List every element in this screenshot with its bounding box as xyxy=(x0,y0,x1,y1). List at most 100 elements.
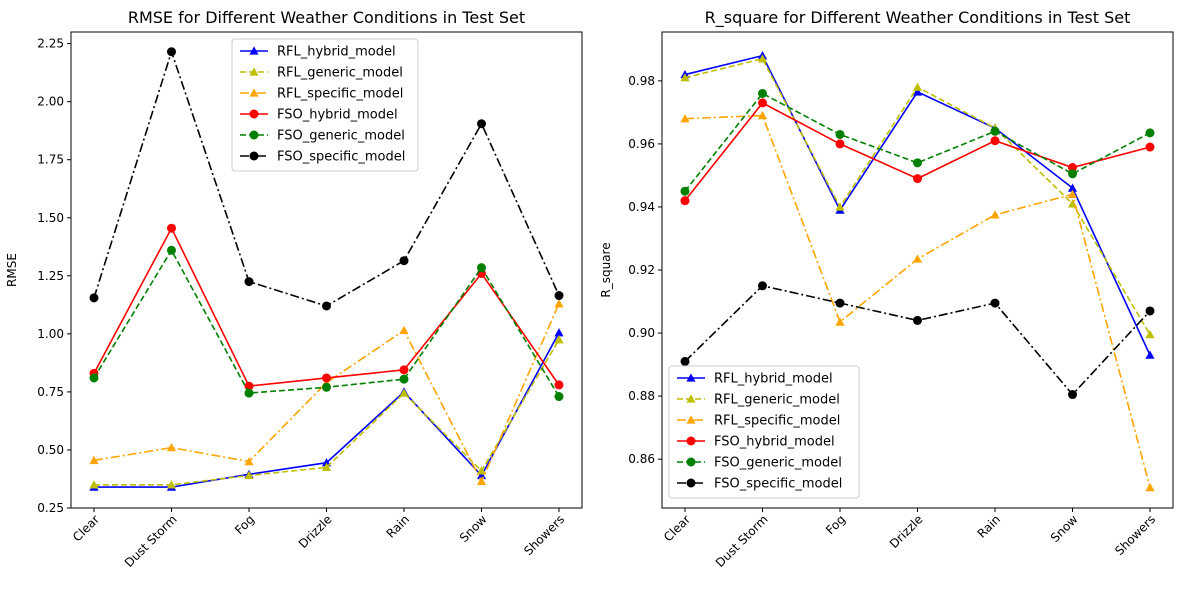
r-square-fso-generic-model-point xyxy=(913,158,922,168)
rmse-series-rfl-generic-model xyxy=(89,335,564,489)
rmse-fso-hybrid-model-point xyxy=(166,223,176,233)
r-square-legend-label: RFL_generic_model xyxy=(714,393,840,408)
rmse-legend-box xyxy=(231,38,419,172)
rmse-fso-specific-model-point xyxy=(399,256,409,266)
r-square-legend-label: RFL_specific_model xyxy=(714,414,840,429)
r-square-fso-specific-model-point xyxy=(1068,390,1078,400)
r-square-legend-marker-fso-generic-model xyxy=(686,457,696,467)
r-square-rfl-specific-model-point xyxy=(1145,482,1155,492)
rmse-y-axis-label: RMSE xyxy=(5,253,19,287)
rmse-legend-label: FSO_generic_model xyxy=(277,129,405,144)
r-square-series-rfl-specific-model xyxy=(680,110,1155,492)
rmse-x-tick-label: Drizzle xyxy=(296,512,335,551)
r-square-x-tick-label: Clear xyxy=(661,512,693,544)
r-square-y-tick-label: 0.98 xyxy=(628,74,655,88)
r-square-legend-label: RFL_hybrid_model xyxy=(714,372,833,387)
rmse-rfl-specific-model-point xyxy=(476,476,487,485)
rmse-rfl-generic-model-point xyxy=(554,335,564,344)
r-square-chart: R_square for Different Weather Condition… xyxy=(599,8,1174,570)
rmse-rfl-generic-model-point xyxy=(244,470,254,480)
r-square-legend-marker-fso-specific-model xyxy=(686,478,696,488)
r-square-y-tick-label: 0.90 xyxy=(628,326,655,340)
r-square-rfl-generic-model-point xyxy=(680,73,690,82)
r-square-fso-hybrid-model-point xyxy=(680,196,690,206)
rmse-y-tick-label: 1.00 xyxy=(37,327,64,341)
r-square-rfl-specific-model-point xyxy=(757,110,768,120)
rmse-rfl-specific-model-point xyxy=(399,325,409,335)
rmse-fso-generic-model-point xyxy=(554,392,564,402)
rmse-fso-specific-model-point xyxy=(244,277,254,287)
r-square-x-tick-label: Rain xyxy=(975,512,1004,541)
rmse-fso-generic-model-point xyxy=(89,373,99,383)
rmse-fso-specific-model-point xyxy=(322,301,331,311)
rmse-chart-title: RMSE for Different Weather Conditions in… xyxy=(128,8,525,27)
r-square-fso-hybrid-model-line xyxy=(684,101,1151,202)
rmse-legend-label: RFL_hybrid_model xyxy=(277,45,396,60)
r-square-fso-hybrid-model-point xyxy=(757,98,767,108)
r-square-rfl-specific-model-point xyxy=(1067,189,1078,199)
r-square-rfl-specific-model-point xyxy=(835,317,845,326)
rmse-rfl-generic-model-point xyxy=(399,388,409,397)
rmse-x-tick-label: Snow xyxy=(457,512,490,545)
rmse-rfl-specific-model-point xyxy=(554,299,564,308)
rmse-legend-marker-rfl-specific-model xyxy=(249,88,259,97)
r-square-rfl-hybrid-model-point xyxy=(1067,183,1078,192)
r-square-rfl-generic-model-point xyxy=(757,54,768,63)
rmse-chart: RMSE for Different Weather Conditions in… xyxy=(5,8,583,570)
rmse-x-tick-label: Rain xyxy=(384,512,413,541)
rmse-series-rfl-specific-model xyxy=(89,299,564,485)
r-square-y-tick-label: 0.92 xyxy=(628,263,655,277)
r-square-fso-hybrid-model-point xyxy=(913,174,922,184)
r-square-legend-label: FSO_hybrid_model xyxy=(714,435,835,450)
r-square-fso-specific-model-point xyxy=(835,298,845,308)
r-square-rfl-hybrid-model-point xyxy=(912,87,923,96)
r-square-fso-generic-model-point xyxy=(1068,169,1078,179)
r-square-legend-marker-rfl-specific-model xyxy=(686,415,696,424)
rmse-y-tick-label: 1.25 xyxy=(37,269,64,283)
rmse-fso-generic-model-point xyxy=(322,382,331,392)
r-square-x-tick-label: Showers xyxy=(1112,512,1158,558)
rmse-fso-generic-model-point xyxy=(399,374,409,384)
r-square-x-tick-label: Drizzle xyxy=(887,512,926,551)
rmse-legend-marker-fso-generic-model xyxy=(249,130,259,140)
rmse-rfl-specific-model-point xyxy=(89,455,99,465)
r-square-fso-generic-model-point xyxy=(1145,128,1155,138)
rmse-fso-hybrid-model-point xyxy=(399,365,409,375)
r-square-fso-specific-model-point xyxy=(1145,306,1155,316)
r-square-x-tick-label: Fog xyxy=(823,512,848,537)
r-square-y-tick-label: 0.88 xyxy=(628,389,655,403)
rmse-fso-generic-model-point xyxy=(166,245,176,255)
r-square-series-fso-specific-model xyxy=(680,281,1155,400)
r-square-rfl-specific-model-point xyxy=(990,210,1000,219)
r-square-fso-specific-model-point xyxy=(913,315,922,325)
r-square-series-rfl-hybrid-model xyxy=(680,51,1155,359)
rmse-legend-label: FSO_hybrid_model xyxy=(277,108,398,123)
rmse-rfl-specific-model-point xyxy=(244,456,254,466)
r-square-rfl-specific-model-point xyxy=(680,114,690,123)
r-square-legend-marker-fso-hybrid-model xyxy=(686,436,696,446)
rmse-legend-marker-rfl-hybrid-model xyxy=(249,46,259,55)
r-square-x-tick-label: Dust Storm xyxy=(713,512,771,570)
r-square-y-axis-label: R_square xyxy=(599,242,613,297)
rmse-legend-marker-rfl-generic-model xyxy=(249,67,259,76)
r-square-legend-label: FSO_generic_model xyxy=(714,456,842,471)
r-square-fso-specific-model-point xyxy=(990,298,1000,308)
r-square-fso-generic-model-point xyxy=(757,88,767,98)
r-square-legend: RFL_hybrid_model RFL_generic_model RFL_spe… xyxy=(668,365,860,499)
rmse-series-fso-generic-model xyxy=(89,245,564,402)
rmse-fso-generic-model-point xyxy=(477,263,487,273)
rmse-rfl-generic-model-point xyxy=(89,480,99,489)
r-square-series-fso-hybrid-model xyxy=(680,98,1155,206)
r-square-rfl-generic-model-point xyxy=(835,202,845,211)
rmse-fso-generic-model-point xyxy=(244,388,254,398)
rmse-y-tick-label: 0.75 xyxy=(37,385,64,399)
r-square-rfl-generic-model-point xyxy=(1145,330,1155,339)
rmse-rfl-specific-model-point xyxy=(166,443,177,452)
r-square-fso-generic-model-point xyxy=(835,129,845,139)
rmse-fso-hybrid-model-point xyxy=(322,373,331,383)
rmse-fso-specific-model-point xyxy=(89,293,99,303)
rmse-x-tick-label: Dust Storm xyxy=(122,512,180,570)
rmse-legend-marker-fso-hybrid-model xyxy=(249,109,259,119)
rmse-legend-label: RFL_generic_model xyxy=(277,66,403,81)
